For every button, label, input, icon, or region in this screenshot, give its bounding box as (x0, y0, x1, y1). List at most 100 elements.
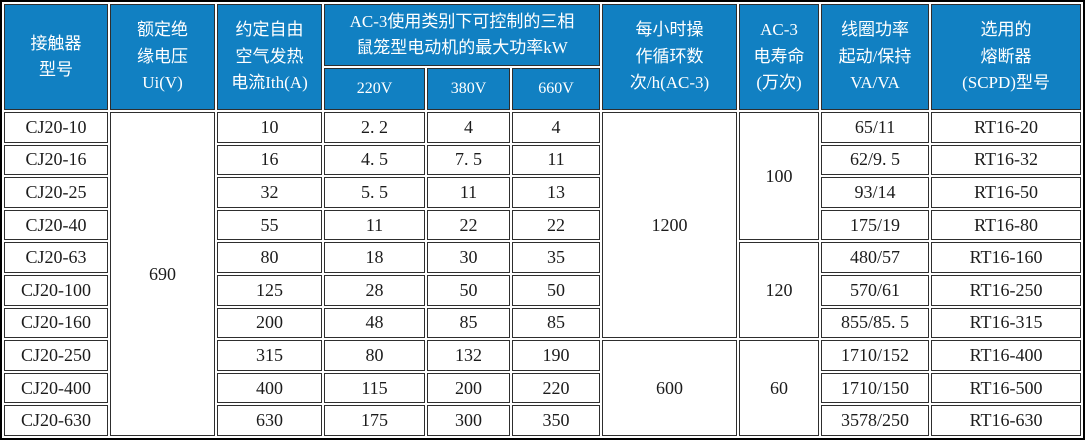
cell-p380: 132 (427, 340, 510, 371)
cell-model: CJ20-10 (4, 112, 108, 143)
table-row: CJ20-16 16 4. 5 7. 5 11 62/9. 5 RT16-32 (4, 144, 1082, 176)
cell-p380: 4 (427, 112, 510, 143)
header-thermal-current: 约定自由 空气发热 电流Ith(A) (217, 4, 322, 110)
cell-life-100: 100 (739, 112, 820, 241)
header-insulation-voltage: 额定绝 缘电压 Ui(V) (110, 4, 215, 110)
cell-model: CJ20-160 (4, 307, 108, 339)
cell-ith: 630 (217, 405, 322, 436)
cell-p660: 85 (512, 307, 601, 339)
cell-model: CJ20-63 (4, 242, 108, 273)
cell-life-120: 120 (739, 242, 820, 339)
cell-p220: 11 (324, 209, 425, 241)
table-body: CJ20-10 690 10 2. 2 4 4 1200 100 65/11 R… (4, 112, 1082, 436)
table-row: CJ20-25 32 5. 5 11 13 93/14 RT16-50 (4, 177, 1082, 208)
cell-ui-voltage: 690 (110, 112, 215, 436)
cell-p660: 220 (512, 372, 601, 404)
cell-coil: 62/9. 5 (821, 144, 930, 176)
table-row: CJ20-160 200 48 85 85 855/85. 5 RT16-315 (4, 307, 1082, 339)
table-row: CJ20-400 400 115 200 220 1710/150 RT16-5… (4, 372, 1082, 404)
cell-fuse: RT16-32 (931, 144, 1082, 176)
cell-model: CJ20-100 (4, 274, 108, 306)
header-model: 接触器 型号 (4, 4, 108, 110)
cell-ith: 32 (217, 177, 322, 208)
cell-fuse: RT16-160 (931, 242, 1082, 273)
cell-model: CJ20-16 (4, 144, 108, 176)
cell-p660: 22 (512, 209, 601, 241)
table-row: CJ20-63 80 18 30 35 120 480/57 RT16-160 (4, 242, 1082, 339)
header-coil-power: 线圈功率 起动/保持 VA/VA (821, 4, 930, 110)
table-row: CJ20-630 630 175 300 350 3578/250 RT16-6… (4, 405, 1082, 436)
cell-p380: 300 (427, 405, 510, 436)
header-220v: 220V (324, 68, 425, 110)
header-row-main: 接触器 型号 额定绝 缘电压 Ui(V) 约定自由 空气发热 电流Ith(A) … (4, 4, 1082, 110)
cell-p220: 115 (324, 372, 425, 404)
cell-p660: 190 (512, 340, 601, 371)
cell-p220: 48 (324, 307, 425, 339)
cell-coil: 175/19 (821, 209, 930, 241)
cell-p220: 18 (324, 242, 425, 273)
table-row: CJ20-250 315 80 132 190 600 60 1710/152 … (4, 340, 1082, 436)
cell-p380: 200 (427, 372, 510, 404)
cell-p220: 5. 5 (324, 177, 425, 208)
cell-p220: 4. 5 (324, 144, 425, 176)
cell-p660: 50 (512, 274, 601, 306)
cell-p660: 4 (512, 112, 601, 143)
cell-coil: 3578/250 (821, 405, 930, 436)
cell-fuse: RT16-400 (931, 340, 1082, 371)
header-ac3-power-group: AC-3使用类别下可控制的三相 鼠笼型电动机的最大功率kW (324, 4, 601, 66)
cell-p380: 7. 5 (427, 144, 510, 176)
cell-p220: 2. 2 (324, 112, 425, 143)
header-cycles: 每小时操 作循环数 次/h(AC-3) (602, 4, 738, 110)
cell-p220: 80 (324, 340, 425, 371)
header-380v: 380V (427, 68, 510, 110)
table-row: CJ20-100 125 28 50 50 570/61 RT16-250 (4, 274, 1082, 306)
cell-ith: 55 (217, 209, 322, 241)
cell-coil: 1710/150 (821, 372, 930, 404)
cell-fuse: RT16-500 (931, 372, 1082, 404)
cell-p220: 175 (324, 405, 425, 436)
cell-model: CJ20-250 (4, 340, 108, 371)
cell-p380: 11 (427, 177, 510, 208)
cell-life-60: 60 (739, 340, 820, 436)
cell-fuse: RT16-50 (931, 177, 1082, 208)
cell-cycles-600: 600 (602, 340, 738, 436)
cell-fuse: RT16-80 (931, 209, 1082, 241)
cell-ith: 400 (217, 372, 322, 404)
cell-p380: 22 (427, 209, 510, 241)
header-fuse: 选用的 熔断器 (SCPD)型号 (931, 4, 1082, 110)
cell-fuse: RT16-630 (931, 405, 1082, 436)
cell-fuse: RT16-20 (931, 112, 1082, 143)
cell-p660: 350 (512, 405, 601, 436)
cell-coil: 480/57 (821, 242, 930, 273)
cell-cycles-1200: 1200 (602, 112, 738, 339)
cell-coil: 65/11 (821, 112, 930, 143)
cell-model: CJ20-400 (4, 372, 108, 404)
cell-coil: 570/61 (821, 274, 930, 306)
cell-coil: 93/14 (821, 177, 930, 208)
cell-coil: 1710/152 (821, 340, 930, 371)
cell-p380: 50 (427, 274, 510, 306)
header-row-voltages: 220V 380V 660V (4, 68, 1081, 110)
cell-coil: 855/85. 5 (821, 307, 930, 339)
cell-fuse: RT16-250 (931, 274, 1082, 306)
cell-p660: 11 (512, 144, 601, 176)
cell-p380: 85 (427, 307, 510, 339)
cell-ith: 16 (217, 144, 322, 176)
header-electrical-life: AC-3 电寿命 (万次) (739, 4, 820, 110)
cell-ith: 10 (217, 112, 322, 143)
cell-p220: 28 (324, 274, 425, 306)
cell-p660: 13 (512, 177, 601, 208)
cell-p660: 35 (512, 242, 601, 273)
cell-p380: 30 (427, 242, 510, 273)
cell-ith: 80 (217, 242, 322, 273)
cell-model: CJ20-25 (4, 177, 108, 208)
cell-fuse: RT16-315 (931, 307, 1082, 339)
cell-ith: 315 (217, 340, 322, 371)
table-row: CJ20-10 690 10 2. 2 4 4 1200 100 65/11 R… (4, 112, 1082, 436)
table-row: CJ20-40 55 11 22 22 175/19 RT16-80 (4, 209, 1082, 241)
cell-model: CJ20-40 (4, 209, 108, 241)
table-header: 接触器 型号 额定绝 缘电压 Ui(V) 约定自由 空气发热 电流Ith(A) … (4, 4, 1082, 110)
cell-ith: 125 (217, 274, 322, 306)
cell-ith: 200 (217, 307, 322, 339)
